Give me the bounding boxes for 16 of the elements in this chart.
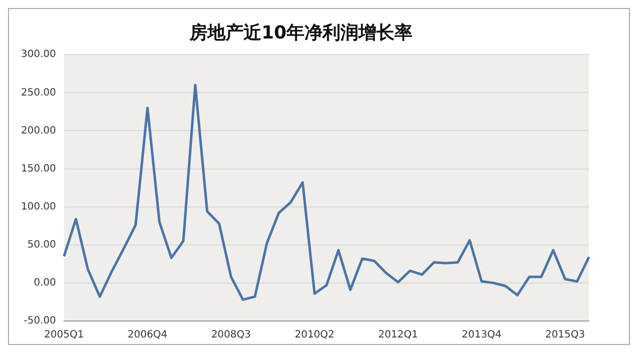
y-tick-label: -50.00: [24, 316, 56, 327]
x-tick-label: 2005Q1: [44, 330, 84, 341]
y-tick-label: 50.00: [27, 239, 56, 250]
y-tick-label: 200.00: [20, 125, 56, 136]
y-tick-label: 250.00: [20, 87, 56, 98]
chart-title: 房地产近10年净利润增长率: [188, 22, 413, 44]
x-tick-label: 2010Q2: [294, 330, 334, 341]
x-tick-label: 2013Q4: [462, 330, 502, 341]
y-tick-label: 0.00: [34, 278, 56, 289]
x-tick-label: 2006Q4: [128, 330, 168, 341]
x-tick-label: 2015Q3: [545, 330, 585, 341]
x-tick-label: 2008Q3: [211, 330, 251, 341]
x-tick-label: 2012Q1: [378, 330, 418, 341]
y-tick-label: 150.00: [20, 163, 56, 174]
y-tick-label: 100.00: [20, 201, 56, 212]
y-tick-label: 300.00: [20, 49, 56, 60]
